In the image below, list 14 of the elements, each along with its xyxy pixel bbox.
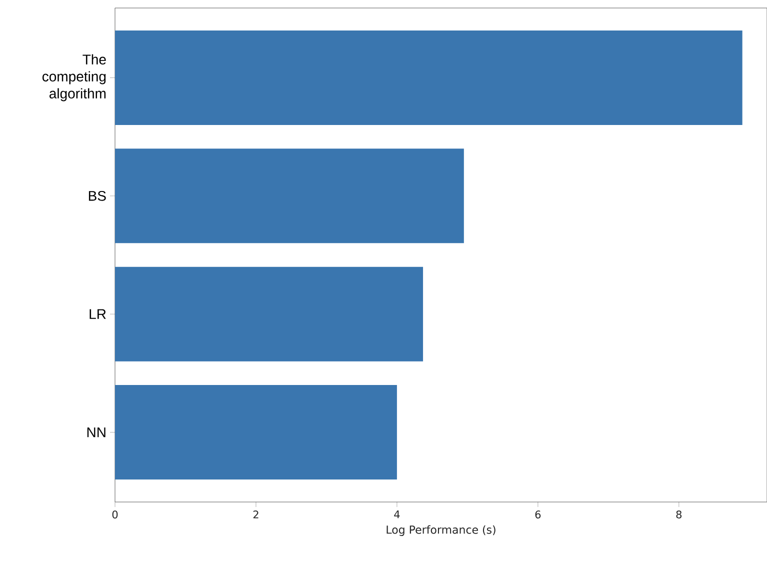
y-tick-label: The competing algorithm — [42, 54, 106, 102]
bar — [115, 148, 464, 244]
y-tick-label: NN — [87, 427, 106, 438]
x-axis-title: Log Performance (s) — [386, 525, 496, 536]
x-tick-label: 0 — [112, 510, 118, 518]
bar — [115, 266, 424, 362]
y-tick-label: LR — [90, 309, 106, 319]
x-tick-label: 8 — [676, 510, 682, 518]
bar — [115, 384, 397, 480]
y-tick-label: BS — [88, 190, 106, 201]
x-tick-label: 4 — [394, 510, 400, 518]
bar — [115, 30, 742, 125]
x-tick-label: 2 — [253, 510, 258, 518]
x-tick-label: 6 — [535, 510, 541, 518]
